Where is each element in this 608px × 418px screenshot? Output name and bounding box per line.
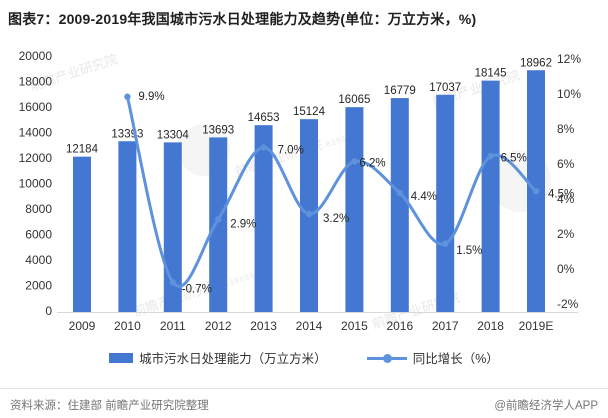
right-axis-tick-label: 12% bbox=[557, 52, 581, 66]
right-axis-tick-label: -2% bbox=[557, 297, 579, 311]
x-axis-tick-label: 2012 bbox=[205, 319, 232, 333]
bar-value-label: 18145 bbox=[475, 68, 507, 80]
line-point-marker bbox=[396, 189, 403, 197]
line-point-marker bbox=[305, 210, 313, 218]
bar bbox=[481, 80, 500, 313]
legend-label-bar-series: 城市污水日处理能力（万立方米） bbox=[139, 352, 327, 366]
bar-value-label: 15124 bbox=[293, 106, 326, 118]
bar bbox=[209, 137, 228, 312]
line-point-marker bbox=[260, 144, 267, 151]
bar bbox=[73, 156, 91, 312]
line-point-label: 4.5% bbox=[548, 188, 574, 200]
bar bbox=[390, 98, 409, 312]
chart-legend: 城市污水日处理能力（万立方米） 同比增长（%） bbox=[0, 348, 608, 367]
source-note: 资料来源：住建部 前瞻产业研究院整理 bbox=[10, 400, 209, 412]
x-axis-tick-label: 2013 bbox=[250, 319, 277, 333]
bar bbox=[345, 107, 364, 312]
x-axis-tick-label: 2019E bbox=[519, 319, 554, 333]
x-axis-tick-label: 2015 bbox=[341, 319, 368, 333]
left-axis-tick-label: 14000 bbox=[19, 126, 53, 140]
x-axis-tick-label: 2014 bbox=[296, 319, 323, 333]
line-point-marker bbox=[169, 279, 176, 286]
bar-value-label: 18962 bbox=[520, 57, 552, 69]
right-axis-tick-label: 2% bbox=[557, 227, 575, 241]
bar-value-label: 17037 bbox=[429, 82, 461, 94]
right-axis-tick-label: 10% bbox=[557, 87, 581, 101]
line-point-marker bbox=[351, 158, 358, 165]
bar bbox=[118, 141, 137, 312]
line-point-label: 2.9% bbox=[230, 218, 256, 230]
x-axis-tick-label: 2010 bbox=[114, 319, 141, 333]
chart-title: 图表7：2009-2019年我国城市污水日处理能力及趋势(单位：万立方米，%) bbox=[8, 11, 477, 27]
line-point-marker bbox=[487, 153, 494, 160]
x-axis-tick-label: 2009 bbox=[69, 319, 96, 333]
growth-line bbox=[125, 95, 538, 288]
bar-value-label: 12184 bbox=[66, 144, 99, 156]
line-point-marker bbox=[124, 93, 131, 100]
line-point-marker bbox=[442, 240, 449, 247]
chart-canvas: 0 2000 4000 6000 8000 10000 12000 14000 16000 180… bbox=[19, 49, 582, 333]
line-point-label: 3.2% bbox=[323, 213, 349, 225]
left-axis-tick-label: 10000 bbox=[19, 177, 53, 191]
bar bbox=[254, 125, 273, 312]
x-axis-tick-label: 2011 bbox=[160, 319, 186, 333]
line-point-label: 7.0% bbox=[278, 145, 304, 157]
right-axis-tick-label: 6% bbox=[557, 157, 575, 171]
bar-swatch-icon bbox=[109, 352, 134, 363]
bar-value-label: 16779 bbox=[384, 85, 416, 97]
x-axis-tick-label: 2017 bbox=[432, 319, 459, 333]
left-axis-tick-label: 2000 bbox=[25, 279, 52, 293]
line-point-label: 9.9% bbox=[138, 91, 164, 103]
left-axis-tick-label: 8000 bbox=[25, 202, 52, 216]
bar bbox=[436, 94, 455, 312]
right-axis-tick-label: 4% bbox=[557, 192, 575, 206]
legend-label-line-series: 同比增长（%） bbox=[412, 352, 499, 366]
left-axis-tick-label: 6000 bbox=[25, 228, 52, 242]
legend-item-bar-series: 城市污水日处理能力（万立方米） bbox=[109, 348, 327, 367]
right-axis-tick-label: 8% bbox=[557, 122, 575, 136]
left-axis-tick-label: 0 bbox=[45, 304, 52, 318]
line-point-marker bbox=[532, 188, 540, 195]
line-point-label: 6.2% bbox=[359, 158, 385, 170]
left-axis-tick-label: 20000 bbox=[19, 49, 53, 63]
bar-value-label: 13693 bbox=[202, 124, 234, 136]
line-swatch-icon bbox=[366, 353, 407, 363]
line-point-label: 4.4% bbox=[411, 191, 437, 203]
bar-value-label: 13304 bbox=[157, 129, 190, 141]
line-point-marker bbox=[215, 216, 222, 223]
left-axis-tick-label: 18000 bbox=[19, 75, 53, 89]
legend-item-line-series: 同比增长（%） bbox=[366, 348, 499, 367]
line-point-label: -0.7% bbox=[182, 283, 212, 295]
bar-value-label: 14653 bbox=[248, 112, 280, 124]
brand-credit: @前瞻经济学人APP bbox=[494, 400, 598, 412]
left-axis-tick-label: 12000 bbox=[19, 151, 53, 165]
bar-value-label: 13393 bbox=[111, 128, 143, 140]
bar-value-label: 16065 bbox=[338, 94, 370, 106]
right-axis-tick-label: 0% bbox=[557, 262, 575, 276]
x-axis-tick-label: 2016 bbox=[386, 319, 413, 333]
x-axis-tick-label: 2018 bbox=[477, 319, 504, 333]
left-axis-tick-label: 4000 bbox=[25, 253, 52, 267]
line-point-label: 6.5% bbox=[501, 152, 527, 164]
footer: 资料来源：住建部 前瞻产业研究院整理 @前瞻经济学人APP bbox=[0, 388, 608, 413]
left-axis-tick-label: 16000 bbox=[19, 100, 53, 114]
line-point-label: 1.5% bbox=[456, 245, 482, 257]
